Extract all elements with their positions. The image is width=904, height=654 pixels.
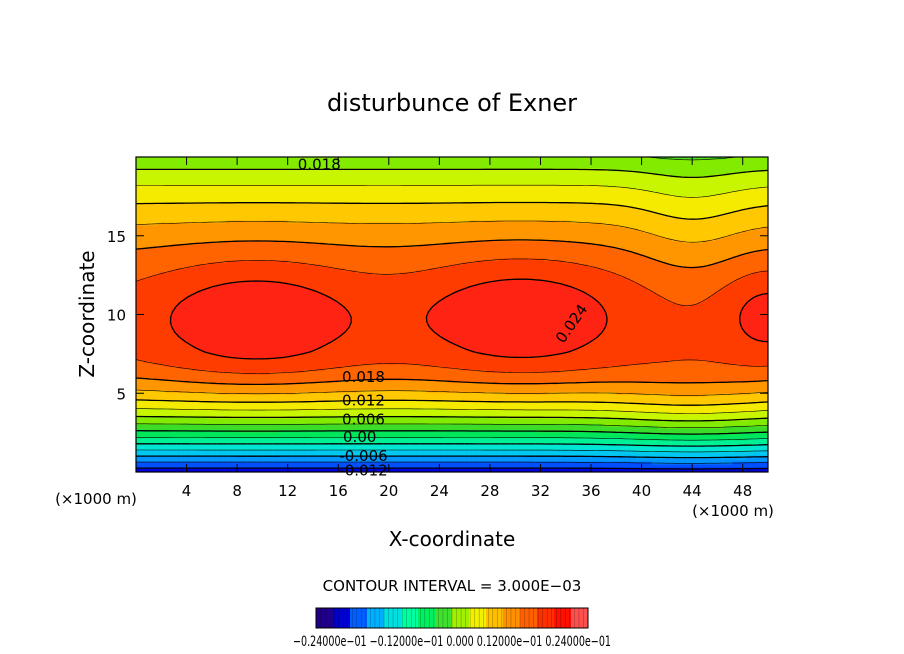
y-axis-ticks: 5 10 15 [107, 228, 768, 403]
contour-line [135, 258, 769, 374]
x-unit-label-left: (×1000 m) [55, 490, 137, 508]
y-tick-label: 5 [116, 385, 126, 403]
y-tick-label: 15 [107, 228, 126, 246]
contour-lines [135, 156, 769, 470]
plot-area: 0.0180.0240.0180.0120.0060.00-0.006-0.01… [107, 155, 769, 500]
contour-label: -0.012 [339, 462, 387, 480]
x-tick-label: 36 [581, 482, 600, 500]
x-tick-label: 12 [278, 482, 297, 500]
x-tick-label: 40 [632, 482, 651, 500]
contour-line [136, 156, 769, 428]
colorbar-swatch [350, 608, 368, 628]
y-tick-label: 10 [107, 307, 126, 325]
contour-line [135, 201, 769, 406]
contour-label: 0.018 [298, 155, 341, 173]
colorbar-swatch [367, 608, 385, 628]
x-tick-label: 48 [733, 482, 752, 500]
x-tick-label: 16 [329, 482, 348, 500]
contour-label: 0.006 [342, 411, 385, 429]
colorbar-swatches [315, 608, 589, 628]
contour-interval-label: CONTOUR INTERVAL = 3.000E−03 [323, 577, 582, 595]
colorbar-swatch [333, 608, 351, 628]
x-axis-label: X-coordinate [389, 527, 516, 551]
contour-line [136, 168, 769, 422]
x-tick-label: 20 [379, 482, 398, 500]
x-tick-label: 32 [531, 482, 550, 500]
x-tick-label: 4 [182, 482, 192, 500]
contour-line [135, 443, 769, 447]
contour-label: 0.018 [342, 368, 385, 386]
colorbar-swatch [435, 608, 453, 628]
colorbar-swatch [520, 608, 538, 628]
colorbar-swatch [384, 608, 402, 628]
colorbar-swatch [554, 608, 572, 628]
contour-line [169, 278, 769, 360]
x-unit-label-right: (×1000 m) [692, 502, 774, 520]
colorbar-swatch [571, 608, 589, 628]
contour-line [136, 455, 769, 459]
colorbar-swatch [418, 608, 436, 628]
contour-line [135, 239, 769, 386]
contour-label: 0.00 [343, 428, 376, 446]
colorbar-swatch [486, 608, 504, 628]
contour-fill [136, 157, 768, 472]
contour-label: -0.006 [339, 447, 387, 465]
colorbar-swatch [316, 608, 334, 628]
colorbar-swatch [469, 608, 487, 628]
x-tick-label: 28 [480, 482, 499, 500]
colorbar-swatch [401, 608, 419, 628]
contour-label: 0.012 [342, 392, 385, 410]
x-tick-label: 24 [430, 482, 449, 500]
colorbar-swatch [537, 608, 555, 628]
contour-line [135, 220, 769, 396]
y-axis-label: Z-coordinate [75, 250, 99, 377]
colorbar-tick-labels: −0.24000e−01 −0.12000e−01 0.000 0.12000e… [293, 634, 611, 650]
x-axis-ticks: 4 8 12 16 20 24 28 32 36 40 44 48 [182, 157, 752, 500]
x-tick-label: 8 [232, 482, 242, 500]
x-tick-label: 44 [683, 482, 702, 500]
contour-line [136, 461, 768, 464]
colorbar-frame [315, 607, 589, 629]
contour-line [136, 430, 769, 435]
chart-title: disturbunce of Exner [327, 89, 577, 117]
colorbar: −0.24000e−01 −0.12000e−01 0.000 0.12000e… [293, 607, 611, 650]
contour-line [136, 449, 769, 453]
colorbar-swatch [503, 608, 521, 628]
colorbar-swatch [452, 608, 470, 628]
contour-line [136, 437, 769, 441]
contour-line [135, 467, 769, 470]
contour-line [136, 184, 769, 414]
